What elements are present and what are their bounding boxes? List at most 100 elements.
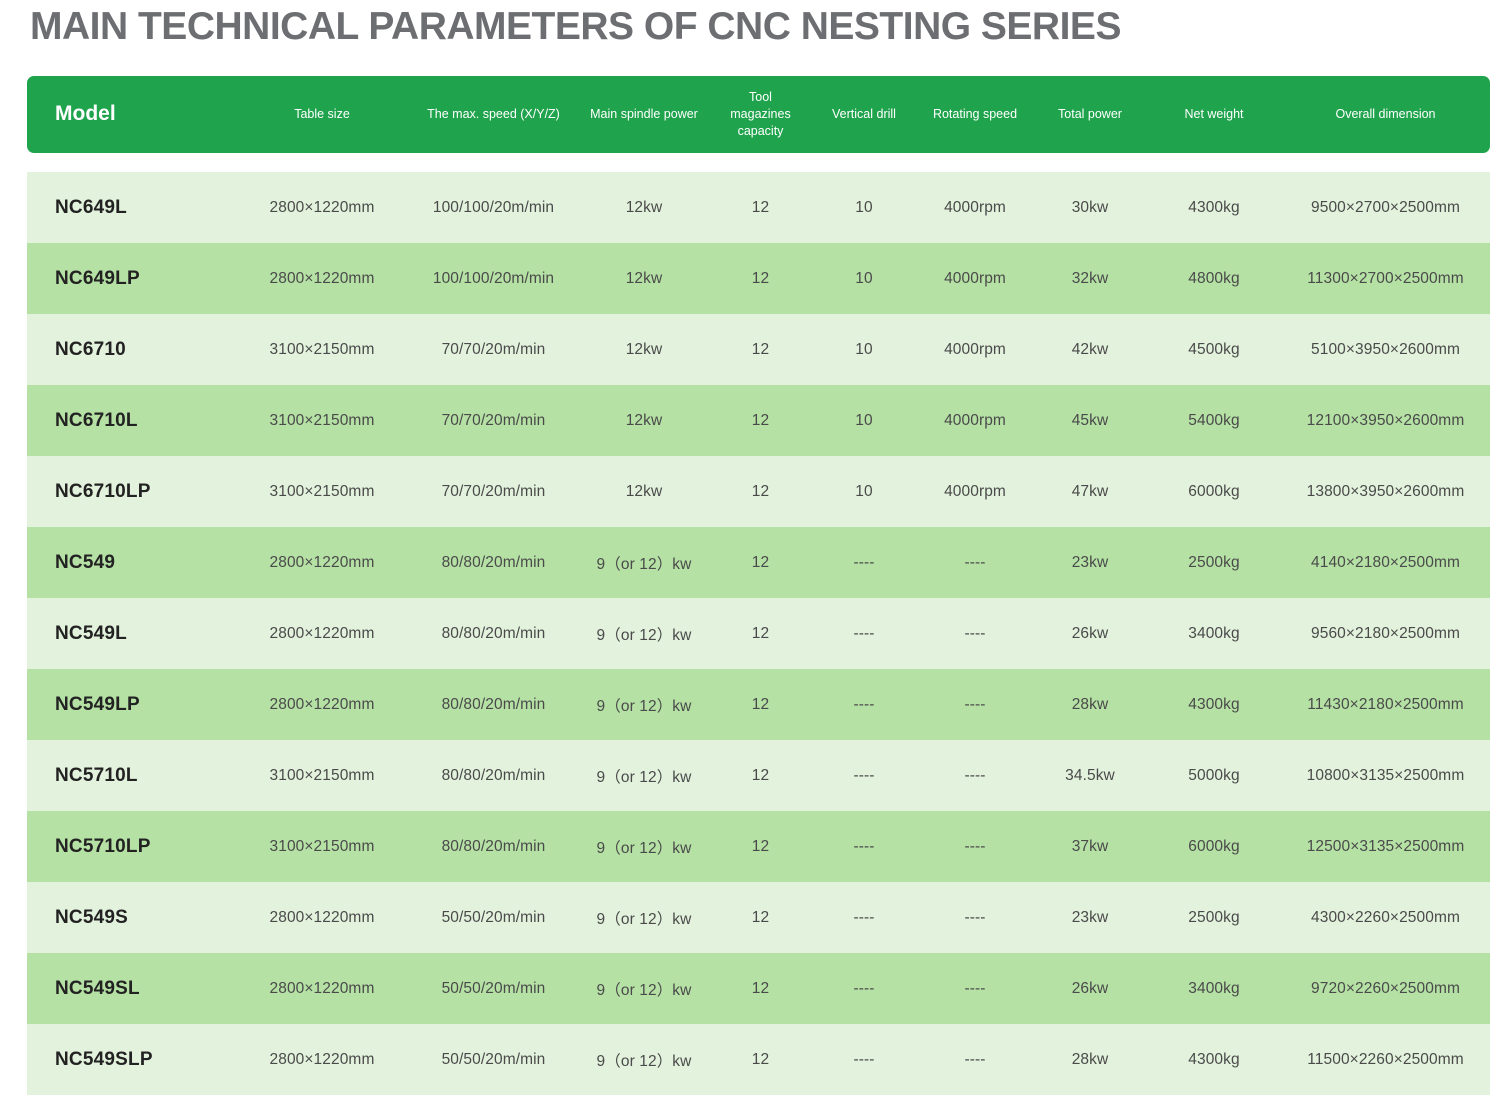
cell-spindle_power: 12kw bbox=[625, 198, 663, 216]
table-row: NC549LP 2800×1220mm 80/80/20m/min 9（or 12）k… bbox=[27, 669, 1490, 740]
cell-total_power: 34.5kw bbox=[1065, 766, 1115, 784]
table-row: NC649L 2800×1220mm 100/100/20m/min 12kw 12 10… bbox=[27, 172, 1490, 243]
cell-rotating_speed: ---- bbox=[964, 766, 986, 784]
cell-overall_dimension: 11300×2700×2500mm bbox=[1307, 269, 1464, 287]
cell-rotating_speed: 4000rpm bbox=[944, 198, 1006, 216]
column-header-tool_capacity: Tool magazines capacity bbox=[730, 90, 791, 138]
cell-max_speed: 80/80/20m/min bbox=[441, 837, 546, 855]
cell-tool_capacity: 12 bbox=[751, 695, 770, 713]
cell-total_power: 26kw bbox=[1071, 979, 1109, 997]
cell-spindle_power: 12kw bbox=[625, 482, 663, 500]
cell-spindle_power: 9（or 12）kw bbox=[596, 555, 692, 573]
cell-tool_capacity: 12 bbox=[751, 979, 770, 997]
model-name: NC549S bbox=[55, 906, 129, 928]
cell-max_speed: 50/50/20m/min bbox=[441, 1050, 546, 1068]
column-header-net_weight: Net weight bbox=[1184, 107, 1244, 122]
cell-net_weight: 6000kg bbox=[1188, 482, 1240, 500]
column-header-table_size: Table size bbox=[294, 107, 350, 122]
cell-rotating_speed: 4000rpm bbox=[944, 340, 1006, 358]
cell-overall_dimension: 4140×2180×2500mm bbox=[1311, 553, 1460, 571]
cell-spindle_power: 9（or 12）kw bbox=[596, 768, 692, 786]
cell-net_weight: 2500kg bbox=[1188, 553, 1240, 571]
cell-overall_dimension: 13800×3950×2600mm bbox=[1306, 482, 1465, 500]
cell-spindle_power: 12kw bbox=[625, 269, 663, 287]
cell-tool_capacity: 12 bbox=[751, 482, 770, 500]
table-body: NC649L 2800×1220mm 100/100/20m/min 12kw 12 10… bbox=[27, 172, 1490, 1095]
cell-overall_dimension: 9720×2260×2500mm bbox=[1311, 979, 1460, 997]
cell-tool_capacity: 12 bbox=[751, 340, 770, 358]
cell-tool_capacity: 12 bbox=[751, 269, 770, 287]
model-name: NC549SLP bbox=[55, 1048, 153, 1070]
table-row: NC549SLP 2800×1220mm 50/50/20m/min 9（or 12）… bbox=[27, 1024, 1490, 1095]
cell-rotating_speed: ---- bbox=[964, 624, 986, 642]
cell-table_size: 2800×1220mm bbox=[269, 979, 375, 997]
cell-total_power: 37kw bbox=[1071, 837, 1109, 855]
cell-spindle_power: 9（or 12）kw bbox=[596, 839, 692, 857]
cell-overall_dimension: 9560×2180×2500mm bbox=[1311, 624, 1460, 642]
cell-total_power: 23kw bbox=[1071, 553, 1109, 571]
cell-table_size: 3100×2150mm bbox=[269, 411, 375, 429]
cell-vertical_drill: 10 bbox=[855, 269, 873, 287]
cell-table_size: 2800×1220mm bbox=[269, 269, 375, 287]
cell-spindle_power: 9（or 12）kw bbox=[596, 910, 692, 928]
model-name: NC5710LP bbox=[55, 835, 151, 857]
model-name: NC6710 bbox=[55, 338, 126, 360]
cell-vertical_drill: 10 bbox=[855, 198, 873, 216]
cell-total_power: 30kw bbox=[1071, 198, 1109, 216]
cell-overall_dimension: 9500×2700×2500mm bbox=[1311, 198, 1460, 216]
page-title: MAIN TECHNICAL PARAMETERS OF CNC NESTING… bbox=[30, 5, 1121, 48]
cell-table_size: 3100×2150mm bbox=[269, 837, 375, 855]
cell-vertical_drill: ---- bbox=[853, 624, 875, 642]
cell-tool_capacity: 12 bbox=[751, 198, 770, 216]
cell-vertical_drill: ---- bbox=[853, 837, 875, 855]
cell-max_speed: 50/50/20m/min bbox=[441, 979, 546, 997]
column-header-total_power: Total power bbox=[1058, 107, 1122, 122]
cell-max_speed: 80/80/20m/min bbox=[441, 553, 546, 571]
cell-vertical_drill: ---- bbox=[853, 908, 875, 926]
cell-vertical_drill: ---- bbox=[853, 979, 875, 997]
cell-total_power: 28kw bbox=[1071, 1050, 1109, 1068]
table-row: NC6710 3100×2150mm 70/70/20m/min 12kw 12 10 40… bbox=[27, 314, 1490, 385]
cell-rotating_speed: ---- bbox=[964, 837, 986, 855]
column-header-max_speed: The max. speed (X/Y/Z) bbox=[427, 107, 560, 122]
cell-total_power: 28kw bbox=[1071, 695, 1109, 713]
table-row: NC549SL 2800×1220mm 50/50/20m/min 9（or 12）k… bbox=[27, 953, 1490, 1024]
cell-max_speed: 100/100/20m/min bbox=[432, 269, 555, 287]
cell-spindle_power: 9（or 12）kw bbox=[596, 626, 692, 644]
cell-rotating_speed: ---- bbox=[964, 908, 986, 926]
cell-vertical_drill: ---- bbox=[853, 766, 875, 784]
model-name: NC649L bbox=[55, 196, 127, 218]
cell-max_speed: 80/80/20m/min bbox=[441, 695, 546, 713]
model-name: NC6710LP bbox=[55, 480, 151, 502]
cell-overall_dimension: 11500×2260×2500mm bbox=[1307, 1050, 1464, 1068]
cell-table_size: 2800×1220mm bbox=[269, 695, 375, 713]
cell-spindle_power: 12kw bbox=[625, 340, 663, 358]
cell-tool_capacity: 12 bbox=[751, 411, 770, 429]
cell-net_weight: 6000kg bbox=[1188, 837, 1240, 855]
cell-net_weight: 5000kg bbox=[1188, 766, 1240, 784]
cell-vertical_drill: ---- bbox=[853, 1050, 875, 1068]
table-row: NC6710LP 3100×2150mm 70/70/20m/min 12kw 12 10… bbox=[27, 456, 1490, 527]
cell-overall_dimension: 12500×3135×2500mm bbox=[1306, 837, 1465, 855]
model-name: NC649LP bbox=[55, 267, 140, 289]
cell-total_power: 47kw bbox=[1071, 482, 1109, 500]
cell-net_weight: 5400kg bbox=[1188, 411, 1240, 429]
table-row: NC5710LP 3100×2150mm 80/80/20m/min 9（or 12）… bbox=[27, 811, 1490, 882]
cell-tool_capacity: 12 bbox=[751, 837, 770, 855]
cell-net_weight: 2500kg bbox=[1188, 908, 1240, 926]
parameters-table: Model Table size The max. speed (X/Y/Z) Mai… bbox=[27, 76, 1490, 1095]
model-name: NC549SL bbox=[55, 977, 140, 999]
table-header: Model Table size The max. speed (X/Y/Z) Mai… bbox=[27, 76, 1490, 153]
cell-net_weight: 3400kg bbox=[1188, 624, 1240, 642]
cell-overall_dimension: 11430×2180×2500mm bbox=[1307, 695, 1464, 713]
cell-vertical_drill: 10 bbox=[855, 411, 873, 429]
cell-total_power: 42kw bbox=[1071, 340, 1109, 358]
column-header-overall_dimension: Overall dimension bbox=[1335, 107, 1436, 122]
model-name: NC549L bbox=[55, 622, 127, 644]
model-name: NC549LP bbox=[55, 693, 140, 715]
cell-tool_capacity: 12 bbox=[751, 766, 770, 784]
table-row: NC549L 2800×1220mm 80/80/20m/min 9（or 12）kw… bbox=[27, 598, 1490, 669]
table-row: NC649LP 2800×1220mm 100/100/20m/min 12kw 12 1… bbox=[27, 243, 1490, 314]
table-row: NC5710L 3100×2150mm 80/80/20m/min 9（or 12）k… bbox=[27, 740, 1490, 811]
cell-rotating_speed: 4000rpm bbox=[944, 482, 1006, 500]
